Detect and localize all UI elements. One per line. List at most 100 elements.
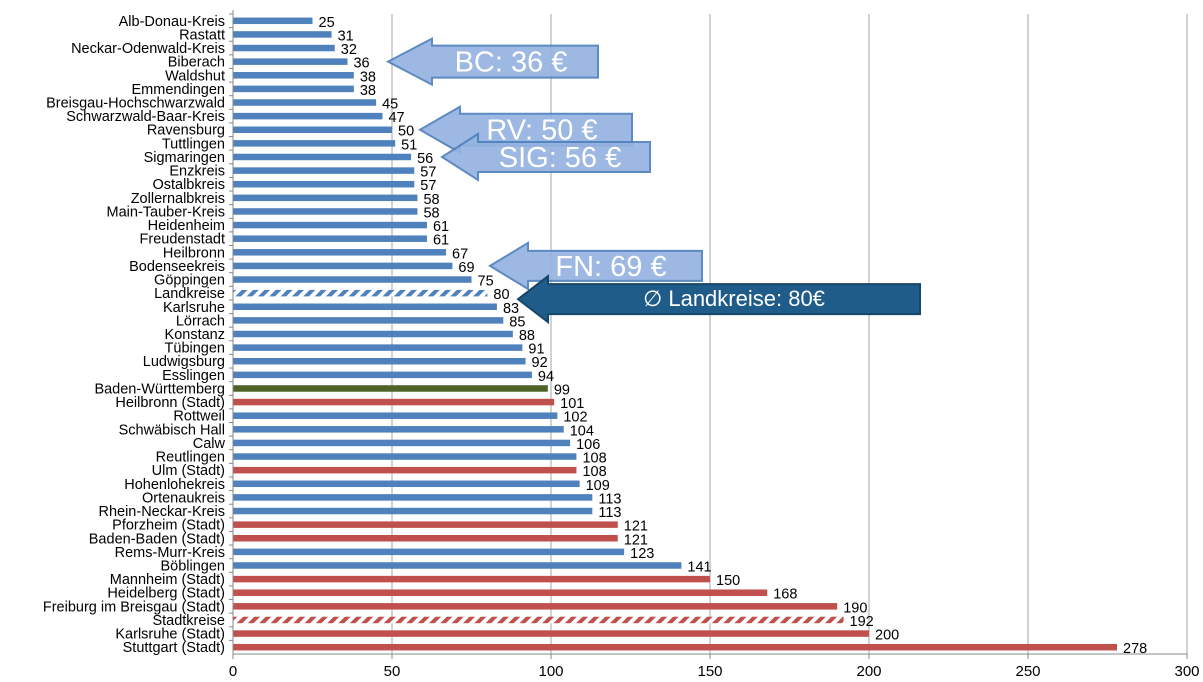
value-label: 32 [341, 42, 357, 58]
x-tick-label: 100 [538, 663, 563, 680]
value-label: 101 [560, 396, 584, 412]
category-label: Heidenheim [148, 218, 225, 234]
bar [233, 589, 768, 596]
category-label: Landkreise [154, 286, 225, 302]
value-label: 38 [360, 83, 376, 99]
value-label: 56 [417, 151, 433, 167]
value-label: 109 [586, 478, 610, 494]
value-label: 192 [850, 614, 874, 630]
category-label: Baden-Baden (Stadt) [89, 531, 225, 547]
value-label: 31 [338, 28, 354, 44]
bar [233, 44, 335, 52]
bar [233, 58, 348, 65]
value-label: 99 [554, 382, 570, 398]
x-tick-label: 0 [229, 663, 237, 680]
category-label: Schwäbisch Hall [119, 422, 225, 438]
x-tick-label: 200 [856, 663, 881, 680]
category-label: Hohenlohekreis [124, 477, 225, 493]
value-label: 113 [598, 505, 621, 521]
bar [233, 317, 504, 324]
bar [233, 31, 332, 38]
value-label: 45 [382, 97, 398, 113]
bar [233, 535, 618, 542]
value-labels: 2531323638384547505156575758586161676975… [319, 15, 1148, 657]
bar [233, 494, 593, 501]
category-label: Ulm (Stadt) [152, 463, 225, 479]
category-label: Sigmaringen [144, 150, 225, 166]
category-label: Heilbronn [163, 245, 225, 261]
bar [233, 17, 313, 25]
bar [233, 643, 1118, 651]
bar [233, 439, 571, 447]
category-label: Göppingen [154, 273, 225, 289]
value-label: 69 [458, 260, 474, 276]
value-label: 102 [563, 410, 587, 426]
value-label: 92 [532, 355, 548, 371]
bar [233, 412, 558, 419]
value-label: 104 [570, 423, 594, 439]
value-label: 200 [875, 628, 899, 644]
value-label: 113 [598, 491, 621, 507]
bar [233, 507, 593, 515]
value-label: 50 [398, 124, 414, 140]
value-label: 61 [433, 219, 449, 235]
category-label: Ortenaukreis [142, 490, 225, 506]
value-label: 91 [528, 342, 544, 358]
category-label: Rems-Murr-Kreis [115, 545, 225, 561]
category-label: Ludwigsburg [143, 354, 225, 370]
value-label: 94 [538, 369, 554, 385]
value-label: 106 [576, 437, 600, 453]
bar [233, 548, 625, 556]
bar [233, 140, 396, 147]
bar [233, 303, 497, 311]
value-label: 51 [401, 137, 417, 153]
bar [233, 616, 844, 624]
value-label: 58 [423, 205, 439, 221]
bar [233, 562, 682, 569]
value-label: 67 [452, 246, 468, 262]
value-label: 121 [624, 519, 648, 535]
bar [233, 262, 453, 270]
bar [233, 72, 354, 79]
x-axis-ticks: 0 50 100 150 200 250 300 [229, 654, 1200, 680]
value-label: 278 [1123, 641, 1147, 657]
category-label: Emmendingen [132, 82, 226, 98]
category-label: Waldshut [165, 68, 225, 84]
bar [233, 235, 427, 242]
category-label: Ostalbkreis [152, 177, 225, 193]
bar [233, 480, 580, 488]
value-label: 190 [843, 600, 867, 616]
bar [233, 167, 415, 174]
x-tick-label: 250 [1015, 663, 1040, 680]
value-label: 80 [493, 287, 509, 303]
bar [233, 194, 418, 202]
bar [233, 289, 488, 297]
value-label: 108 [582, 464, 606, 480]
category-label: Tuttlingen [162, 136, 225, 152]
bar [233, 180, 415, 188]
value-label: 57 [420, 165, 436, 181]
bar [233, 521, 618, 528]
category-label: Karlsruhe [163, 300, 225, 316]
category-label: Stadtkreise [152, 613, 225, 629]
bar [233, 426, 564, 433]
category-label: Reutlingen [156, 450, 225, 466]
category-label: Esslingen [162, 368, 225, 384]
value-label: 75 [478, 274, 494, 290]
category-label: Alb-Donau-Kreis [119, 14, 225, 30]
category-label: Rhein-Neckar-Kreis [98, 504, 225, 520]
bar [233, 371, 532, 379]
category-label: Karlsruhe (Stadt) [115, 627, 225, 643]
category-label: Biberach [168, 55, 225, 71]
value-label: 141 [687, 559, 711, 575]
category-label: Neckar-Odenwald-Kreis [71, 41, 225, 57]
value-label: 25 [319, 15, 335, 31]
value-label: 36 [353, 56, 369, 72]
value-label: 57 [420, 178, 436, 194]
bar [233, 466, 577, 474]
category-label: Rottweil [173, 409, 225, 425]
bar [233, 575, 710, 583]
bar [233, 357, 526, 365]
bar [233, 330, 513, 338]
